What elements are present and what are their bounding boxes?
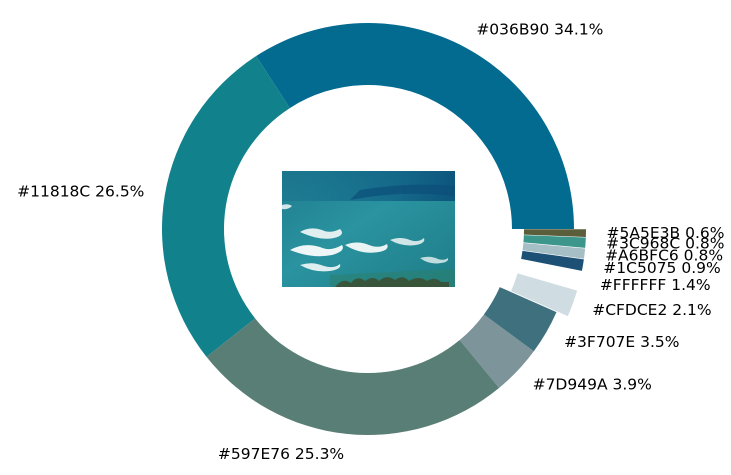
label-a6bfc6: #A6BFC6 0.8% <box>605 246 723 264</box>
slice-036b90 <box>256 22 574 229</box>
label-5a5e3b: #5A5E3B 0.6% <box>607 224 725 242</box>
slice-597e76 <box>206 318 500 436</box>
slice-cfdce2 <box>511 273 578 317</box>
slice-3f707e <box>483 287 557 352</box>
center-ocean-photo <box>282 171 455 287</box>
donut-slices <box>162 22 586 436</box>
label-597e76: #597E76 25.3% <box>218 445 344 463</box>
label-7d949a: #7D949A 3.9% <box>533 375 652 393</box>
label-036b90: #036B90 34.1% <box>476 20 603 38</box>
label-3c968c: #3C968C 0.8% <box>606 234 724 252</box>
label-cfdce2: #CFDCE2 2.1% <box>592 301 711 319</box>
slice-3c968c <box>523 235 586 248</box>
slice-ffffff <box>517 259 582 290</box>
slice-labels: #036B90 34.1% #11818C 26.5% #597E76 25.3% #… <box>17 20 724 462</box>
label-1c5075: #1C5075 0.9% <box>603 259 720 277</box>
slice-11818c <box>162 56 290 357</box>
slice-7d949a <box>459 314 534 388</box>
label-ffffff: #FFFFFF 1.4% <box>600 276 711 294</box>
label-11818c: #11818C 26.5% <box>17 183 144 201</box>
slice-5a5e3b <box>523 229 586 237</box>
slice-a6bfc6 <box>522 243 586 259</box>
label-3f707e: #3F707E 3.5% <box>564 333 679 351</box>
slice-1c5075 <box>521 250 584 271</box>
